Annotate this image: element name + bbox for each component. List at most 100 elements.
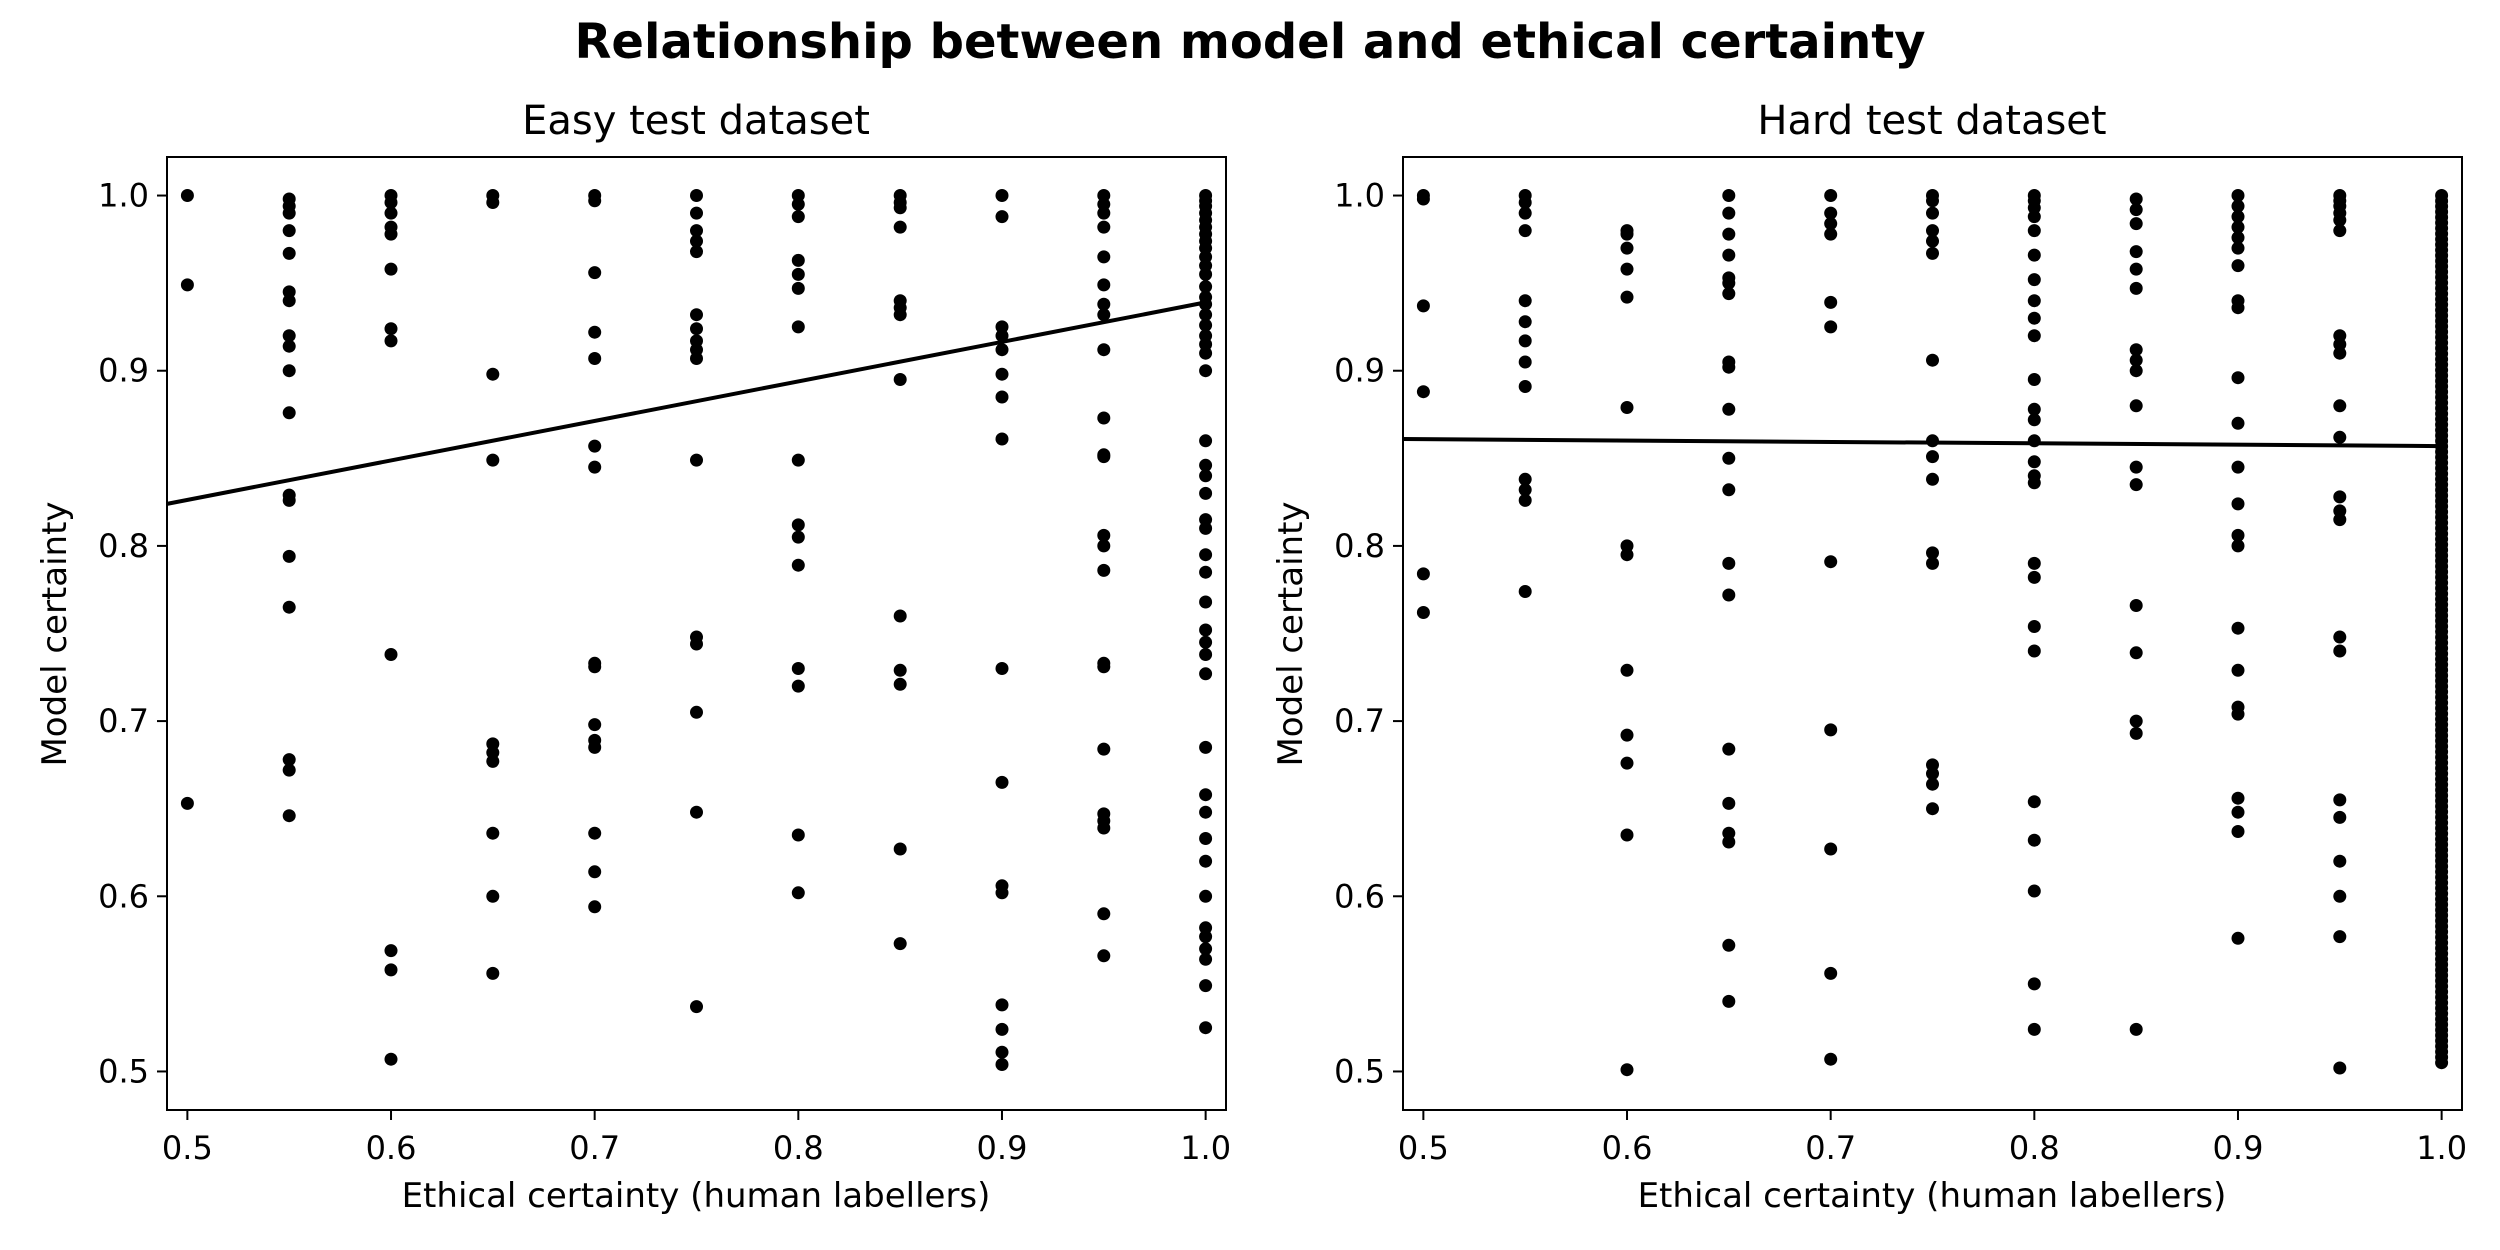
hard-data-point: [1620, 548, 1634, 562]
easy-data-point: [1199, 486, 1213, 500]
hard-data-point: [2231, 497, 2245, 511]
easy-data-point: [1097, 343, 1111, 357]
easy-data-point: [1199, 979, 1213, 993]
hard-data-point: [2027, 413, 2041, 427]
easy-data-point: [282, 406, 296, 420]
hard-data-point: [1926, 246, 1939, 260]
easy-data-point: [1097, 308, 1111, 322]
easy-data-point: [1199, 635, 1213, 649]
hard-data-point: [1926, 224, 1939, 238]
easy-data-point: [588, 194, 602, 208]
easy-data-point: [588, 865, 602, 879]
easy-data-point: [180, 796, 194, 810]
hard-data-point: [1926, 206, 1939, 220]
easy-data-point: [791, 679, 805, 693]
hard-data-point: [2129, 726, 2143, 740]
easy-data-point: [1097, 563, 1111, 577]
hard-data-point: [2333, 430, 2347, 444]
easy-data-point: [486, 826, 500, 840]
easy-data-point: [282, 364, 296, 378]
hard-data-point: [2027, 294, 2041, 308]
hard-data-point: [1620, 290, 1634, 304]
easy-data-point: [384, 944, 398, 958]
hard-data-point: [1518, 196, 1532, 209]
easy-data-point: [1097, 907, 1111, 921]
easy-data-point: [690, 189, 703, 202]
hard-data-point: [1824, 189, 1838, 202]
hard-data-point: [2027, 373, 2041, 386]
hard-data-point: [2027, 644, 2041, 658]
easy-data-point: [588, 325, 602, 339]
hard-data-point: [1620, 262, 1634, 276]
hard-data-point: [2027, 402, 2041, 416]
hard-data-point: [1722, 994, 1736, 1008]
easy-data-point: [588, 352, 602, 365]
easy-panel-title: Easy test dataset: [522, 98, 870, 144]
hard-data-point: [1824, 227, 1838, 241]
hard-data-point: [2333, 213, 2347, 227]
hard-data-point: [1518, 224, 1532, 238]
hard-x-tick-label: 0.6: [1602, 1129, 1653, 1167]
hard-data-point: [1824, 1052, 1838, 1066]
easy-data-point: [995, 210, 1009, 224]
hard-data-point: [1824, 295, 1838, 309]
easy-data-point: [1199, 889, 1213, 903]
easy-data-point: [690, 705, 703, 719]
easy-data-point: [588, 266, 602, 280]
hard-x-tick-label: 1.0: [2416, 1129, 2467, 1167]
hard-data-point: [2027, 224, 2041, 238]
hard-data-point: [2333, 490, 2347, 504]
hard-data-point: [1824, 320, 1838, 334]
easy-data-point: [995, 1058, 1009, 1071]
hard-data-point: [1416, 385, 1430, 399]
easy-data-point: [893, 220, 907, 234]
easy-data-point: [486, 889, 500, 903]
easy-data-point: [893, 937, 907, 951]
easy-data-point: [1199, 521, 1213, 535]
easy-data-point: [384, 206, 398, 220]
hard-data-point: [2333, 1061, 2347, 1075]
hard-data-point: [2231, 199, 2245, 213]
hard-data-point: [2129, 262, 2143, 276]
hard-data-point: [2231, 189, 2245, 202]
hard-data-point: [1926, 450, 1939, 464]
easy-data-point: [1199, 548, 1213, 562]
easy-data-point: [282, 763, 296, 777]
easy-data-point: [995, 189, 1009, 202]
easy-data-point: [1199, 832, 1213, 845]
easy-points: [180, 189, 1213, 1071]
hard-data-point: [2027, 833, 2041, 847]
easy-data-point: [1199, 740, 1213, 754]
easy-data-point: [282, 294, 296, 308]
easy-data-point: [1199, 364, 1213, 378]
easy-data-point: [384, 262, 398, 276]
hard-data-point: [2129, 599, 2143, 612]
hard-data-point: [1824, 723, 1838, 737]
easy-data-point: [486, 754, 500, 768]
easy-data-point: [1199, 854, 1213, 868]
easy-data-point: [690, 322, 703, 336]
hard-data-point: [1722, 835, 1736, 849]
hard-data-point: [1620, 1063, 1634, 1077]
hard-y-axis-label: Model certainty: [1271, 501, 1311, 766]
easy-y-tick-label: 0.5: [98, 1052, 149, 1090]
easy-y-tick-label: 1.0: [98, 177, 149, 215]
hard-data-point: [1722, 189, 1736, 202]
hard-data-point: [2231, 460, 2245, 474]
hard-x-axis-label: Ethical certainty (human labellers): [1638, 1176, 2227, 1216]
hard-data-point: [2333, 224, 2347, 238]
easy-data-point: [588, 740, 602, 754]
hard-data-point: [1926, 777, 1939, 791]
hard-y-tick-label: 0.9: [1334, 352, 1385, 390]
easy-data-point: [1097, 206, 1111, 220]
hard-data-point: [2129, 281, 2143, 295]
easy-data-point: [995, 329, 1009, 343]
easy-data-point: [282, 224, 296, 238]
hard-data-point: [2231, 528, 2245, 542]
easy-data-point: [995, 775, 1009, 789]
hard-data-point: [1416, 192, 1430, 206]
hard-data-point: [2231, 220, 2245, 234]
easy-data-point: [690, 234, 703, 248]
easy-data-point: [1199, 1021, 1213, 1035]
hard-data-point: [1926, 353, 1939, 367]
